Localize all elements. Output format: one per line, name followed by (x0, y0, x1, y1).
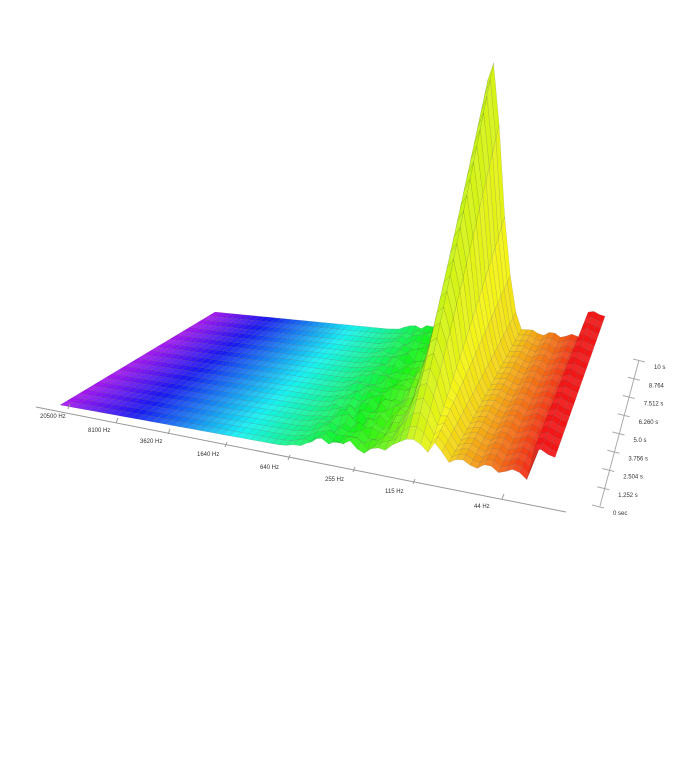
x-tick-label: 3620 Hz (140, 439, 162, 445)
time-tick-label: 10 s (654, 365, 665, 371)
surface-cell (556, 425, 566, 435)
surface-cell (597, 314, 606, 323)
time-tick-label: 8.764 (649, 383, 665, 389)
time-tick-label: 1.252 s (618, 493, 638, 499)
surface-cell (562, 407, 572, 417)
x-tick-mark (501, 493, 505, 500)
time-tick-mark (591, 504, 605, 509)
x-tick-label: 8100 Hz (88, 428, 110, 434)
x-tick-mark (167, 428, 171, 435)
x-tick-label: 1640 Hz (197, 452, 219, 458)
x-tick-mark (67, 403, 71, 410)
x-tick-mark (352, 466, 356, 473)
time-tick-mark (607, 449, 620, 454)
time-tick-mark (617, 413, 630, 418)
surface-cell (579, 361, 589, 370)
surface (59, 63, 606, 480)
surface-cell (586, 343, 595, 352)
time-tick-mark (627, 376, 640, 381)
time-tick-label: 7.512 s (644, 402, 664, 408)
time-tick-mark (632, 358, 646, 363)
time-tick-label: 6.260 s (639, 420, 659, 426)
x-tick-label: 115 Hz (385, 489, 404, 495)
surface-cell (547, 448, 558, 458)
x-tick-mark (412, 478, 416, 485)
time-tick-label: 3.756 s (628, 456, 648, 462)
frequency-axis-line (35, 406, 567, 513)
x-tick-label: 255 Hz (325, 477, 344, 483)
time-tick-mark (612, 431, 625, 436)
time-tick-label: 0 sec (613, 511, 627, 517)
x-tick-mark (115, 417, 119, 424)
x-tick-mark (224, 441, 228, 448)
surface-cell (569, 390, 579, 399)
time-tick-mark (622, 395, 635, 399)
surface-cell (582, 355, 591, 364)
time-axis-line (599, 359, 640, 507)
time-tick-label: 2.504 s (623, 475, 643, 481)
x-tick-label: 20500 Hz (40, 414, 66, 420)
time-tick-mark (597, 486, 610, 491)
x-tick-mark (287, 454, 291, 461)
x-tick-label: 44 Hz (474, 504, 490, 510)
surface-cell (592, 326, 602, 335)
time-tick-mark (602, 468, 615, 472)
time-tick-label: 5.0 s (634, 438, 647, 444)
x-tick-label: 640 Hz (260, 465, 279, 471)
